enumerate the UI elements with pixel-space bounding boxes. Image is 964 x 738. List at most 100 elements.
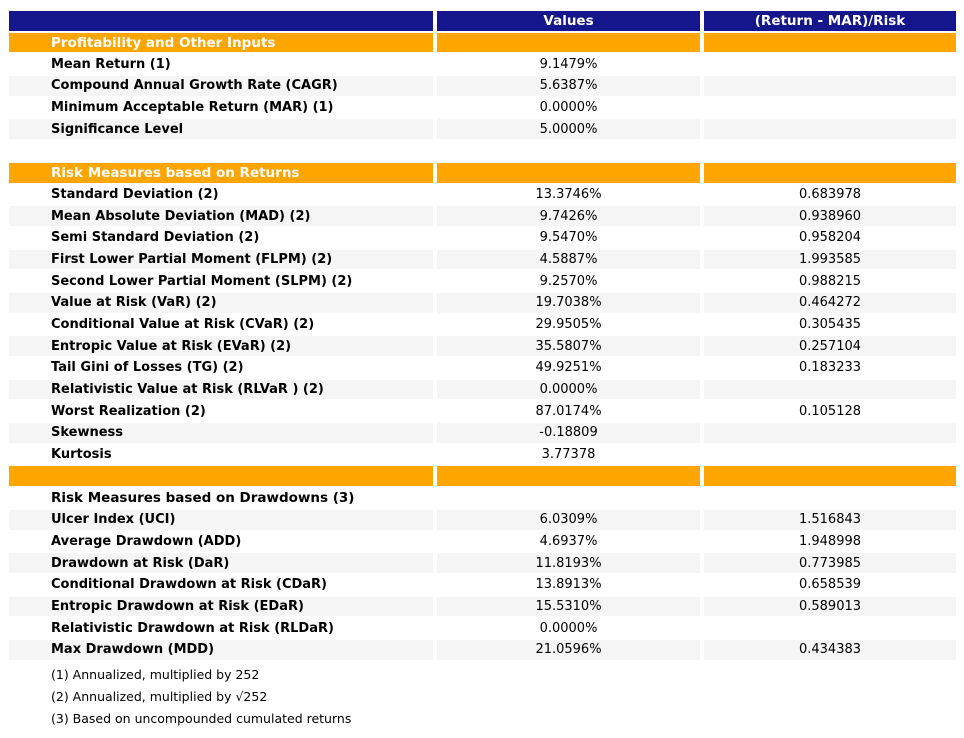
row-ratio: 0.434383 — [704, 638, 956, 661]
row-label: Compound Annual Growth Rate (CAGR) — [9, 75, 433, 97]
row-label: Ulcer Index (UCI) — [9, 508, 433, 531]
row-ratio: 0.658539 — [704, 573, 956, 596]
row-label — [9, 465, 433, 488]
row-label: Value at Risk (VaR) (2) — [9, 291, 433, 314]
footnotes: (1) Annualized, multiplied by 252 (2) An… — [51, 663, 351, 729]
row-value: 3.77378 — [437, 443, 700, 466]
row-label: Second Lower Partial Moment (SLPM) (2) — [9, 270, 433, 292]
row-value: 87.0174% — [437, 400, 700, 423]
row-ratio: 0.988215 — [704, 270, 956, 292]
row-ratio — [704, 487, 956, 509]
row-label: Tail Gini of Losses (TG) (2) — [9, 357, 433, 379]
row-label — [9, 140, 433, 162]
table-row: Conditional Value at Risk (CVaR) (2) 29.… — [9, 313, 956, 336]
row-ratio — [704, 118, 956, 141]
row-ratio: 0.183233 — [704, 357, 956, 379]
table-header-row: Values (Return - MAR)/Risk — [9, 10, 956, 32]
row-label: Mean Absolute Deviation (MAD) (2) — [9, 205, 433, 227]
table-row: Drawdown at Risk (DaR) 11.8193% 0.773985 — [9, 552, 956, 574]
row-ratio: 0.958204 — [704, 226, 956, 249]
row-value: 13.8913% — [437, 573, 700, 596]
table-row — [9, 465, 956, 488]
row-ratio: 1.516843 — [704, 508, 956, 531]
row-ratio — [704, 443, 956, 466]
row-ratio — [704, 96, 956, 119]
table-row: Mean Absolute Deviation (MAD) (2) 9.7426… — [9, 205, 956, 227]
row-value: -0.18809 — [437, 422, 700, 444]
row-ratio: 1.993585 — [704, 248, 956, 271]
row-ratio — [704, 140, 956, 162]
row-label: Profitability and Other Inputs — [9, 31, 433, 54]
row-value: 4.5887% — [437, 248, 700, 271]
table-row: Standard Deviation (2) 13.3746% 0.683978 — [9, 183, 956, 206]
row-label: Entropic Drawdown at Risk (EDaR) — [9, 595, 433, 618]
table-row: Risk Measures based on Drawdowns (3) — [9, 487, 956, 509]
row-label: Significance Level — [9, 118, 433, 141]
row-value: 35.5807% — [437, 335, 700, 357]
row-value: 21.0596% — [437, 638, 700, 661]
table-row: Average Drawdown (ADD) 4.6937% 1.948998 — [9, 530, 956, 553]
risk-measures-table: Values (Return - MAR)/Risk Profitability… — [9, 10, 956, 661]
row-label: Standard Deviation (2) — [9, 183, 433, 206]
row-label: Mean Return (1) — [9, 53, 433, 76]
row-ratio — [704, 465, 956, 488]
row-label: Risk Measures based on Drawdowns (3) — [9, 487, 433, 509]
header-cell-values: Values — [437, 10, 700, 32]
table-row: Risk Measures based on Returns — [9, 161, 956, 184]
row-value: 9.7426% — [437, 205, 700, 227]
row-value: 5.0000% — [437, 118, 700, 141]
row-ratio: 0.938960 — [704, 205, 956, 227]
row-ratio: 0.257104 — [704, 335, 956, 357]
table-row: Mean Return (1) 9.1479% — [9, 53, 956, 76]
row-value: 9.2570% — [437, 270, 700, 292]
row-value: 29.9505% — [437, 313, 700, 336]
row-label: Max Drawdown (MDD) — [9, 638, 433, 661]
table-row: Significance Level 5.0000% — [9, 118, 956, 141]
row-label: Worst Realization (2) — [9, 400, 433, 423]
table-row: Ulcer Index (UCI) 6.0309% 1.516843 — [9, 508, 956, 531]
row-label: Conditional Drawdown at Risk (CDaR) — [9, 573, 433, 596]
row-ratio — [704, 31, 956, 54]
row-value: 0.0000% — [437, 96, 700, 119]
table-row: Entropic Drawdown at Risk (EDaR) 15.5310… — [9, 595, 956, 618]
row-value: 0.0000% — [437, 378, 700, 401]
row-label: Average Drawdown (ADD) — [9, 530, 433, 553]
row-value: 49.9251% — [437, 357, 700, 379]
row-value: 9.5470% — [437, 226, 700, 249]
row-ratio — [704, 161, 956, 184]
footnote-1: (1) Annualized, multiplied by 252 — [51, 666, 260, 682]
row-label: Drawdown at Risk (DaR) — [9, 552, 433, 574]
row-ratio — [704, 53, 956, 76]
table-row: Relativistic Value at Risk (RLVaR ) (2) … — [9, 378, 956, 401]
table-row: Worst Realization (2) 87.0174% 0.105128 — [9, 400, 956, 423]
row-ratio: 0.464272 — [704, 291, 956, 314]
row-ratio: 0.589013 — [704, 595, 956, 618]
row-label: Relativistic Drawdown at Risk (RLDaR) — [9, 617, 433, 639]
row-value: 5.6387% — [437, 75, 700, 97]
row-ratio — [704, 617, 956, 639]
table-row: Entropic Value at Risk (EVaR) (2) 35.580… — [9, 335, 956, 357]
footnote-3: (3) Based on uncompounded cumulated retu… — [51, 710, 352, 726]
header-cell-return-mar-risk: (Return - MAR)/Risk — [704, 10, 956, 32]
row-label: Skewness — [9, 422, 433, 444]
table-row: Semi Standard Deviation (2) 9.5470% 0.95… — [9, 226, 956, 249]
table-row: Minimum Acceptable Return (MAR) (1) 0.00… — [9, 96, 956, 119]
footnote-2: (2) Annualized, multiplied by √252 — [51, 688, 268, 704]
row-ratio: 0.683978 — [704, 183, 956, 206]
row-ratio: 0.773985 — [704, 552, 956, 574]
row-value — [437, 140, 700, 162]
row-value: 0.0000% — [437, 617, 700, 639]
row-ratio: 0.305435 — [704, 313, 956, 336]
table-row: Compound Annual Growth Rate (CAGR) 5.638… — [9, 75, 956, 97]
table-row: Kurtosis 3.77378 — [9, 443, 956, 466]
row-label: Relativistic Value at Risk (RLVaR ) (2) — [9, 378, 433, 401]
row-value: 15.5310% — [437, 595, 700, 618]
row-label: Kurtosis — [9, 443, 433, 466]
row-ratio — [704, 75, 956, 97]
table-row: Max Drawdown (MDD) 21.0596% 0.434383 — [9, 638, 956, 661]
row-value — [437, 487, 700, 509]
table-body: Profitability and Other Inputs Mean Retu… — [9, 31, 956, 661]
row-value: 9.1479% — [437, 53, 700, 76]
row-value: 19.7038% — [437, 291, 700, 314]
